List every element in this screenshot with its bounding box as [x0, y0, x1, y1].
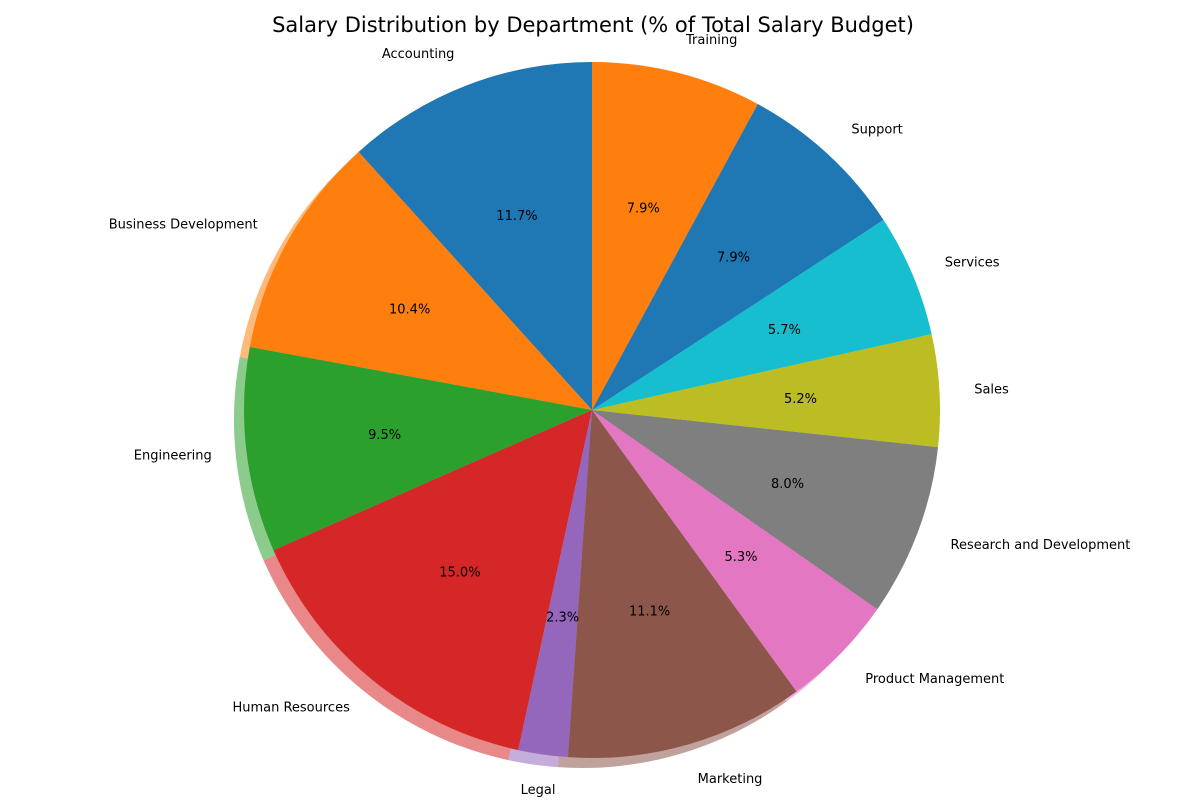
slice-training	[592, 62, 758, 410]
pie-labels: Accounting 11.7% Business Development 10.4%…	[109, 33, 1131, 798]
slice-label-product-management: Product Management	[865, 672, 1004, 687]
chart-title: Salary Distribution by Department (% of …	[272, 13, 914, 37]
slice-legal	[518, 410, 592, 758]
pct-label-marketing: 11.1%	[629, 605, 670, 620]
slice-label-sales: Sales	[974, 382, 1009, 397]
slice-label-human-resources: Human Resources	[232, 700, 350, 715]
slice-engineering	[244, 346, 593, 551]
slice-research-and-development	[592, 410, 939, 610]
slice-product-management	[592, 410, 878, 692]
slice-label-engineering: Engineering	[134, 448, 212, 463]
slice-business-development	[249, 151, 593, 411]
slice-label-support: Support	[851, 122, 902, 137]
slice-label-accounting: Accounting	[382, 47, 455, 62]
pct-label-product-management: 5.3%	[725, 550, 758, 565]
slice-label-training: Training	[685, 33, 737, 48]
pie-slices	[244, 62, 940, 758]
slice-accounting	[358, 62, 592, 410]
slice-support	[592, 103, 884, 410]
slice-services	[592, 219, 932, 410]
slice-label-marketing: Marketing	[698, 772, 763, 787]
slice-label-business-development: Business Development	[109, 217, 258, 232]
pct-label-engineering: 9.5%	[368, 428, 401, 443]
pct-label-accounting: 11.7%	[496, 209, 537, 224]
pct-label-services: 5.7%	[768, 323, 801, 338]
slice-label-research-and-development: Research and Development	[951, 538, 1131, 553]
slice-human-resources	[273, 410, 592, 751]
pct-label-support: 7.9%	[717, 250, 750, 265]
slice-marketing	[567, 410, 797, 758]
pct-label-research-and-development: 8.0%	[771, 477, 804, 492]
pct-label-sales: 5.2%	[784, 392, 817, 407]
slice-sales	[592, 334, 940, 448]
slice-label-services: Services	[945, 255, 1000, 270]
pct-label-legal: 2.3%	[546, 611, 579, 626]
pct-label-business-development: 10.4%	[389, 302, 430, 317]
pct-label-human-resources: 15.0%	[439, 566, 480, 581]
pct-label-training: 7.9%	[627, 202, 660, 217]
slice-label-legal: Legal	[521, 783, 556, 798]
